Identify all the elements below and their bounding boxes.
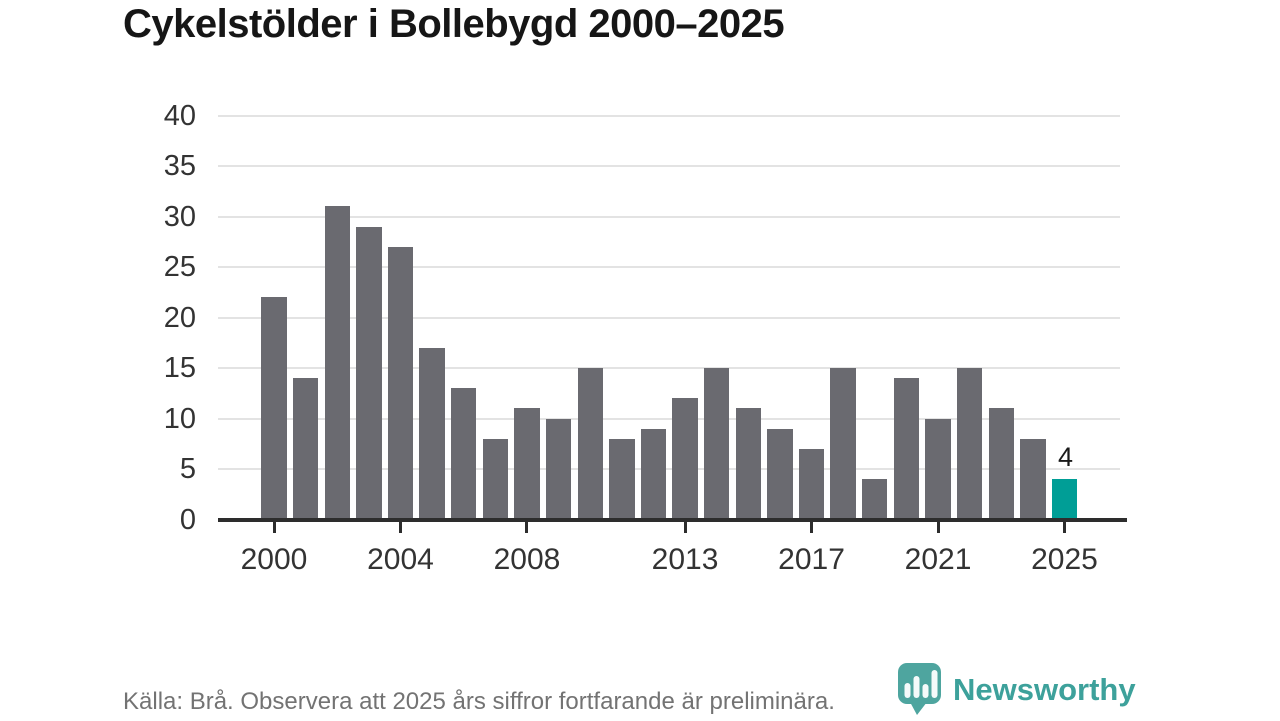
x-tick-2004 (398, 521, 402, 533)
y-axis-label-0: 0 (179, 503, 196, 536)
gridline-40 (218, 114, 1120, 117)
x-axis-label-2004: 2004 (367, 543, 434, 576)
chart-title: Cykelstölder i Bollebygd 2000–2025 (123, 2, 785, 46)
bar-2022 (956, 368, 983, 520)
bar-2018 (830, 368, 856, 520)
bar-2003 (356, 226, 382, 520)
newsworthy-logo-text: Newsworthy (953, 671, 1136, 707)
bar-2007 (482, 438, 509, 520)
bar-2017 (798, 448, 825, 520)
newsworthy-logo: Newsworthy (897, 662, 1136, 716)
x-axis-label-2021: 2021 (904, 543, 972, 576)
gridline-30 (218, 215, 1120, 218)
y-axis-label-40: 40 (163, 99, 196, 132)
x-tick-2025 (1063, 521, 1066, 533)
bar-2004 (387, 246, 414, 520)
bar-2019 (862, 479, 888, 520)
y-axis-label-30: 30 (163, 200, 196, 233)
bar-2023 (988, 408, 1014, 520)
gridline-10 (218, 417, 1120, 420)
bar-2012 (640, 428, 667, 520)
y-axis-label-25: 25 (163, 251, 196, 283)
source-note: Källa: Brå. Observera att 2025 års siffr… (123, 688, 835, 715)
highlight-value-label: 4 (1057, 442, 1074, 472)
bar-2000 (261, 297, 287, 520)
y-axis-label-20: 20 (163, 301, 196, 334)
bar-2021 (925, 418, 951, 520)
gridline-5 (218, 468, 1120, 470)
x-axis-label-2000: 2000 (240, 543, 308, 576)
bar-2016 (767, 428, 793, 520)
x-tick-2017 (810, 521, 814, 533)
y-axis-label-35: 35 (163, 150, 196, 182)
x-tick-2021 (936, 521, 940, 533)
x-axis-line (218, 518, 1127, 522)
gridline-25 (218, 266, 1120, 268)
x-tick-2000 (272, 521, 276, 533)
bar-2008 (514, 408, 540, 520)
bar-2020 (893, 378, 920, 520)
y-axis-label-10: 10 (163, 402, 196, 435)
x-axis-label-2017: 2017 (778, 543, 845, 576)
x-axis-label-2008: 2008 (493, 543, 561, 576)
gridline-35 (218, 165, 1120, 167)
bar-2001 (292, 378, 319, 520)
bar-2013 (672, 398, 698, 520)
bar-2009 (545, 418, 572, 520)
bar-2002 (324, 206, 350, 520)
newsworthy-logo-icon (897, 662, 943, 716)
bar-2014 (703, 368, 730, 520)
y-axis-label-15: 15 (163, 352, 196, 384)
x-tick-2013 (683, 521, 687, 533)
y-axis-label-5: 5 (179, 453, 196, 485)
bar-2024 (1020, 438, 1046, 520)
x-tick-2008 (525, 521, 529, 533)
x-axis-label-2013: 2013 (651, 543, 719, 576)
bar-2010 (577, 368, 603, 520)
bar-2006 (451, 388, 477, 520)
gridline-15 (218, 367, 1120, 369)
bar-2025 (1051, 479, 1078, 520)
x-axis-label-2025: 2025 (1031, 543, 1098, 576)
bar-2015 (735, 408, 761, 520)
gridline-20 (218, 316, 1120, 319)
bar-2005 (419, 347, 445, 520)
bar-2011 (609, 438, 635, 520)
